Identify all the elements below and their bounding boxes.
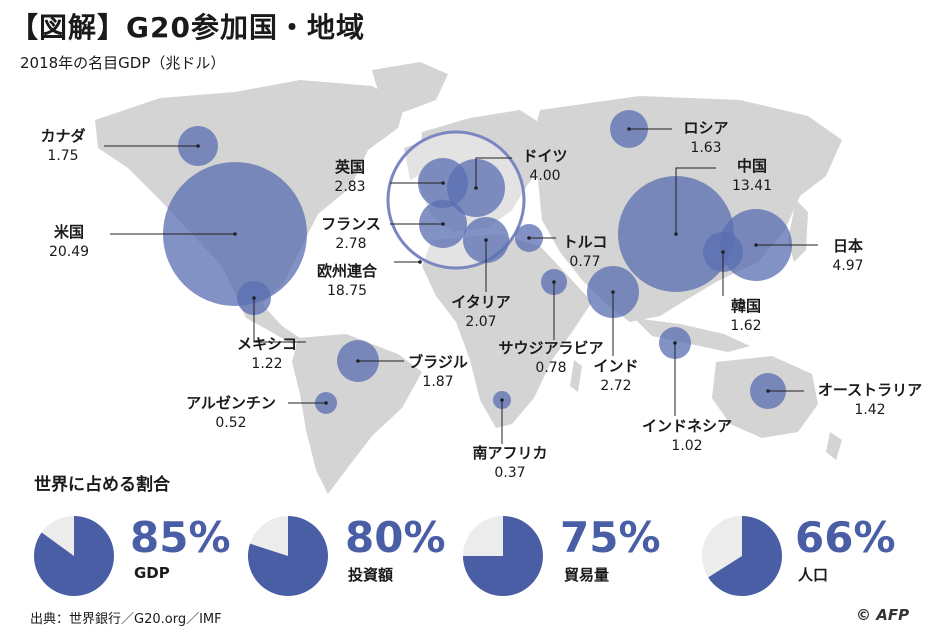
leader-dot-russia [627,127,631,131]
pie-slice-gdp [33,516,115,597]
share-trade-label: 貿易量 [564,566,610,584]
label-china: 中国 13.41 [731,157,773,194]
pie-slice-population [708,516,783,597]
afp-credit: © AFP [856,606,910,624]
land-madagascar [570,360,582,392]
share-gdp-label: GDP [134,564,170,582]
leader-dot-china [674,232,678,236]
share-population-percent: 66% [795,513,896,562]
leader-dot-eu [418,260,422,264]
leader-dot-korea [721,250,725,254]
label-japan: 日本 4.97 [832,237,864,274]
leader-dot-mexico [252,296,256,300]
leader-dot-saudi [552,280,556,284]
leader-dot-indonesia [673,341,677,345]
label-mexico: メキシコ 1.22 [236,335,297,372]
leader-dot-germany [474,186,478,190]
leader-dot-italy [484,238,488,242]
pie-slice-investment [247,516,328,596]
leader-dot-canada [196,144,200,148]
label-india: インド 2.72 [593,357,639,394]
label-eu: 欧州連合 18.75 [316,262,377,299]
share-population-label: 人口 [798,566,829,584]
land-indonesia [634,318,750,352]
label-australia: オーストラリア 1.42 [817,381,923,418]
share-pies [33,516,783,597]
share-investment-percent: 80% [345,513,446,562]
share-trade-percent: 75% [560,513,661,562]
label-italy: イタリア 2.07 [451,293,511,330]
land-south-america [292,334,422,494]
label-uk: 英国 2.83 [334,158,366,195]
share-gdp-percent: 85% [130,513,231,562]
leader-dot-france [441,222,445,226]
share-investment-label: 投資額 [348,566,394,584]
label-turkey: トルコ 0.77 [562,233,608,270]
leader-dot-japan [754,243,758,247]
label-indonesia: インドネシア 1.02 [641,417,732,454]
leader-dot-argentina [324,401,328,405]
leader-dot-australia [766,389,770,393]
leader-dot-india [611,290,615,294]
share-title: 世界に占める割合 [34,475,170,495]
leader-china [675,167,716,234]
label-south-africa: 南アフリカ 0.37 [472,444,548,481]
land-japan-isles [788,200,808,262]
land-greenland [372,62,448,112]
label-germany: ドイツ 4.00 [522,147,568,184]
label-usa: 米国 20.49 [48,223,90,260]
leader-dot-brazil [356,359,360,363]
label-russia: ロシア 1.63 [683,119,729,156]
leader-dot-south-africa [500,398,504,402]
leader-mexico [253,298,306,343]
label-brazil: ブラジル 1.87 [408,353,468,390]
label-canada: カナダ 1.75 [40,127,86,164]
pie-slice-trade [463,516,543,596]
label-france: フランス 2.78 [321,215,381,252]
leader-dot-turkey [527,236,531,240]
leader-germany [475,157,512,188]
source-note: 出典：世界銀行／G20.org／IMF [30,612,222,627]
page-title: 【図解】G20参加国・地域 [10,11,365,44]
label-korea: 韓国 1.62 [730,297,762,334]
page-subtitle: 2018年の名目GDP（兆ドル） [20,54,226,72]
leader-dot-usa [233,232,237,236]
label-saudi-arabia: サウジアラビア 0.78 [498,339,604,376]
label-argentina: アルゼンチン 0.52 [186,394,276,431]
leader-lines [104,127,818,444]
leader-dot-uk [441,181,445,185]
land-new-zealand [826,432,842,460]
